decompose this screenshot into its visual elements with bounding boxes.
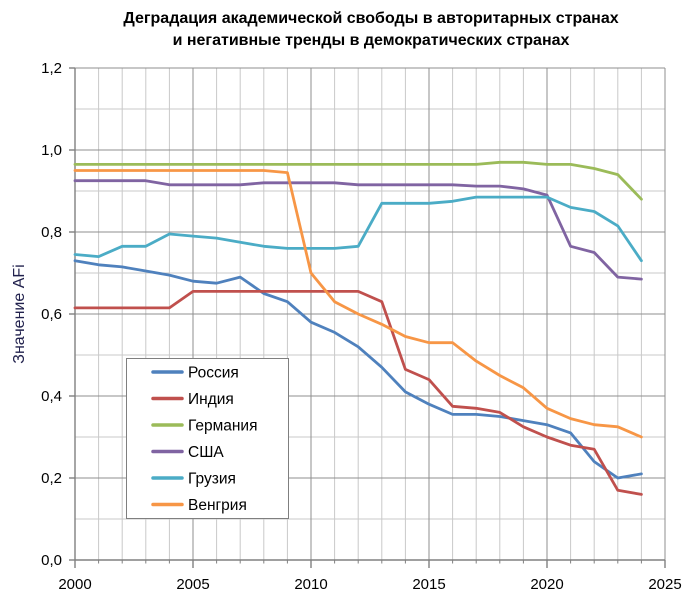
x-tick-label: 2015 bbox=[412, 576, 445, 593]
chart-title: Деградация академической свободы в автор… bbox=[75, 8, 667, 52]
series-line-india bbox=[73, 289, 643, 496]
legend-box bbox=[126, 358, 289, 519]
series-line-hungary bbox=[73, 169, 643, 439]
legend-label-russia: Россия bbox=[188, 365, 239, 382]
x-tick-label: 2000 bbox=[58, 576, 91, 593]
legend-label-germany: Германия bbox=[188, 418, 258, 435]
y-tick-label: 0,0 bbox=[41, 552, 62, 569]
legend-label-india: Индия bbox=[188, 391, 234, 408]
x-tick-label: 2010 bbox=[294, 576, 327, 593]
y-tick-label: 1,0 bbox=[41, 142, 62, 159]
chart-title-line-2: и негативные тренды в демократических ст… bbox=[172, 32, 570, 49]
y-tick-label: 0,2 bbox=[41, 470, 62, 487]
legend-label-usa: США bbox=[188, 444, 224, 461]
series-line-russia bbox=[73, 259, 643, 480]
y-tick-label: 0,8 bbox=[41, 224, 62, 241]
legend-label-georgia: Грузия bbox=[188, 471, 236, 488]
chart-title-line-1: Деградация академической свободы в автор… bbox=[123, 10, 619, 27]
series-line-georgia bbox=[73, 195, 643, 263]
x-tick-label: 2025 bbox=[648, 576, 681, 593]
y-tick-label: 1,2 bbox=[41, 60, 62, 77]
x-tick-label: 2005 bbox=[176, 576, 209, 593]
legend-label-hungary: Венгрия bbox=[188, 497, 247, 514]
x-tick-label: 2020 bbox=[530, 576, 563, 593]
series-line-usa bbox=[73, 179, 643, 281]
y-tick-label: 0,6 bbox=[41, 306, 62, 323]
y-tick-label: 0,4 bbox=[41, 388, 62, 405]
series-line-germany bbox=[73, 160, 643, 201]
